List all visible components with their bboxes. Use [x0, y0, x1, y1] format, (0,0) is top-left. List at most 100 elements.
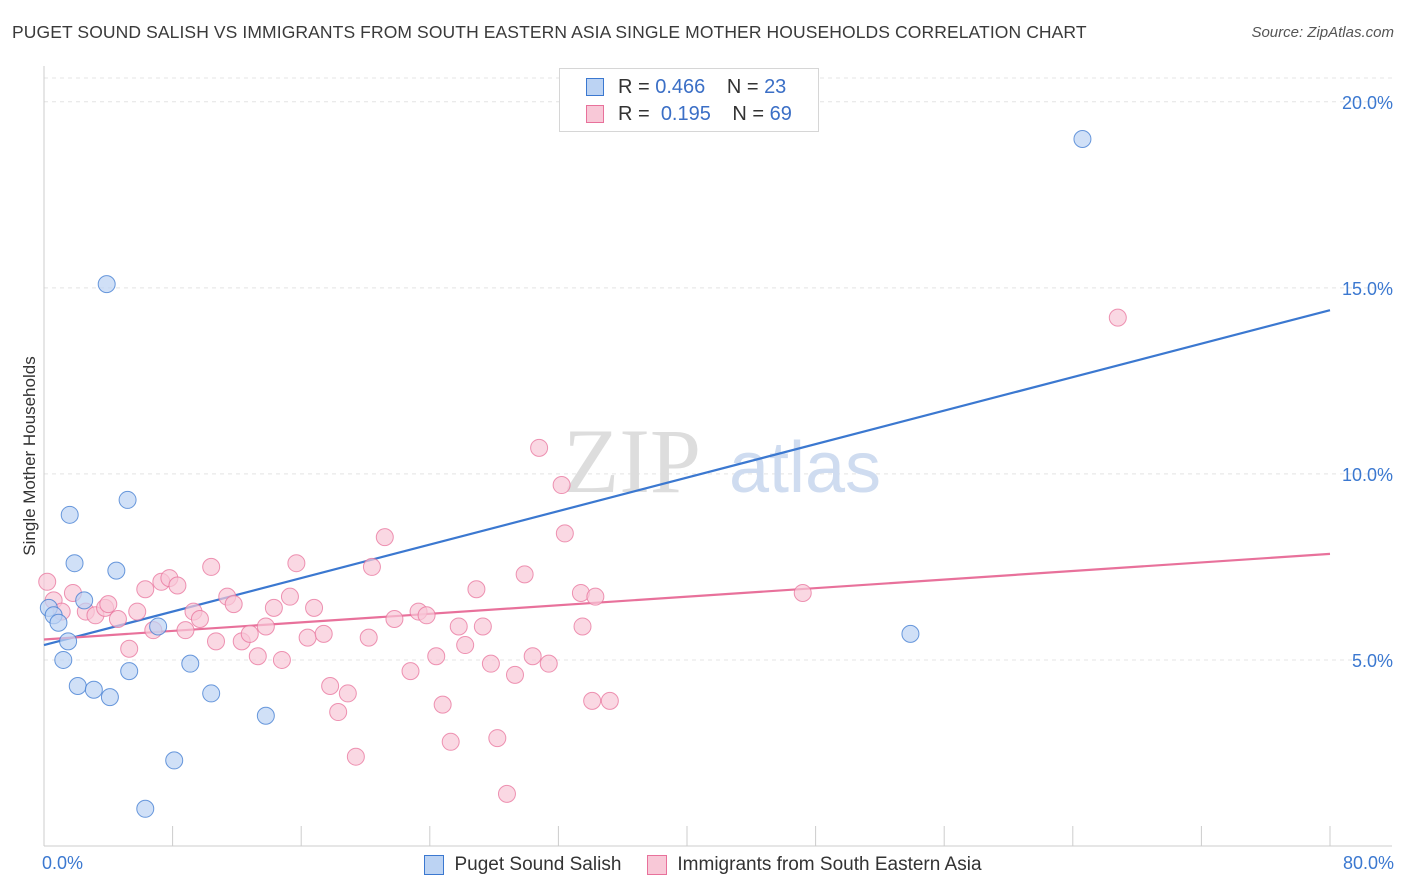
legend-item-immigrants-se-asia: Immigrants from South Eastern Asia: [647, 854, 982, 876]
point-puget-sound-salish: [68, 676, 87, 695]
point-immigrants-se-asia: [523, 647, 542, 666]
point-immigrants-se-asia: [359, 628, 378, 647]
point-immigrants-se-asia: [385, 610, 404, 629]
point-puget-sound-salish: [149, 617, 168, 636]
point-puget-sound-salish: [59, 632, 78, 651]
point-immigrants-se-asia: [287, 554, 306, 573]
axes: [43, 66, 1392, 847]
point-immigrants-se-asia: [583, 691, 602, 710]
point-immigrants-se-asia: [240, 624, 259, 643]
point-puget-sound-salish: [100, 688, 119, 707]
legend-swatch-blue: [424, 855, 445, 875]
point-puget-sound-salish: [60, 505, 79, 524]
point-immigrants-se-asia: [539, 654, 558, 673]
legend-swatch-blue: [586, 78, 604, 96]
point-immigrants-se-asia: [136, 580, 155, 599]
legend-label: Immigrants from South Eastern Asia: [677, 854, 982, 875]
watermark-zip: ZIP: [563, 410, 701, 512]
point-puget-sound-salish: [136, 799, 155, 818]
series-legend: Puget Sound Salish Immigrants from South…: [0, 852, 1406, 878]
point-immigrants-se-asia: [555, 524, 574, 543]
point-immigrants-se-asia: [176, 621, 195, 640]
point-immigrants-se-asia: [108, 610, 127, 629]
legend-n-label: N =: [732, 102, 765, 125]
legend-r-value: 0.466: [655, 75, 706, 98]
point-immigrants-se-asia: [375, 528, 394, 547]
point-puget-sound-salish: [97, 275, 116, 294]
point-immigrants-se-asia: [1108, 308, 1127, 327]
legend-item-puget-sound-salish: Puget Sound Salish: [424, 854, 621, 876]
legend-r-value: 0.195: [660, 102, 711, 125]
point-immigrants-se-asia: [329, 703, 348, 722]
point-immigrants-se-asia: [346, 747, 365, 766]
y-tick-label: 15.0%: [1342, 279, 1393, 299]
trend-line-blue: [43, 309, 1331, 647]
point-immigrants-se-asia: [128, 602, 147, 621]
point-puget-sound-salish: [120, 662, 139, 681]
point-puget-sound-salish: [65, 554, 84, 573]
point-puget-sound-salish: [107, 561, 126, 580]
legend-n-value: 23: [764, 75, 787, 98]
legend-swatch-pink: [586, 105, 604, 123]
point-immigrants-se-asia: [456, 636, 475, 655]
point-puget-sound-salish: [202, 684, 221, 703]
point-immigrants-se-asia: [417, 606, 436, 625]
point-immigrants-se-asia: [793, 583, 812, 602]
point-immigrants-se-asia: [488, 729, 507, 748]
point-immigrants-se-asia: [481, 654, 500, 673]
legend-r-label: R =: [618, 102, 650, 125]
point-immigrants-se-asia: [321, 676, 340, 695]
legend-r-label: R =: [618, 75, 650, 98]
tick-labels: 5.0% 10.0% 15.0% 20.0% 0.0% 80.0%: [42, 93, 1394, 873]
point-puget-sound-salish: [54, 650, 73, 669]
point-immigrants-se-asia: [530, 438, 549, 457]
point-immigrants-se-asia: [190, 610, 209, 629]
point-immigrants-se-asia: [433, 695, 452, 714]
legend-row-pink: R = 0.195 N = 69: [586, 102, 792, 126]
point-immigrants-se-asia: [120, 639, 139, 658]
point-immigrants-se-asia: [552, 476, 571, 495]
point-puget-sound-salish: [181, 654, 200, 673]
y-axis-label: Single Mother Households: [20, 356, 39, 556]
point-puget-sound-salish: [1073, 129, 1092, 148]
point-immigrants-se-asia: [441, 732, 460, 751]
point-immigrants-se-asia: [467, 580, 486, 599]
point-immigrants-se-asia: [256, 617, 275, 636]
legend-row-blue: R = 0.466 N = 23: [586, 75, 786, 99]
point-immigrants-se-asia: [401, 662, 420, 681]
point-puget-sound-salish: [118, 490, 137, 509]
grid-lines: [44, 77, 1392, 661]
point-immigrants-se-asia: [505, 665, 524, 684]
legend-n-value: 69: [769, 102, 792, 125]
point-immigrants-se-asia: [298, 628, 317, 647]
point-immigrants-se-asia: [573, 617, 592, 636]
y-tick-label: 10.0%: [1342, 465, 1393, 485]
point-immigrants-se-asia: [224, 595, 243, 614]
point-immigrants-se-asia: [586, 587, 605, 606]
point-puget-sound-salish: [165, 751, 184, 770]
chart-title: PUGET SOUND SALISH VS IMMIGRANTS FROM SO…: [12, 22, 1087, 42]
point-immigrants-se-asia: [427, 647, 446, 666]
x-tick-label: 0.0%: [42, 853, 83, 873]
stats-legend: R = 0.466 N = 23 R = 0.195 N = 69: [559, 68, 819, 132]
source-label: Source: ZipAtlas.com: [1251, 24, 1394, 41]
watermark: ZIP atlas: [563, 410, 881, 512]
y-tick-label: 20.0%: [1342, 93, 1393, 113]
point-immigrants-se-asia: [362, 557, 381, 576]
point-immigrants-se-asia: [38, 572, 57, 591]
point-immigrants-se-asia: [305, 598, 324, 617]
watermark-atlas: atlas: [729, 428, 881, 508]
point-puget-sound-salish: [49, 613, 68, 632]
point-immigrants-se-asia: [497, 784, 516, 803]
point-immigrants-se-asia: [600, 691, 619, 710]
data-points: [38, 129, 1127, 818]
point-immigrants-se-asia: [202, 557, 221, 576]
point-immigrants-se-asia: [515, 565, 534, 584]
point-immigrants-se-asia: [280, 587, 299, 606]
point-immigrants-se-asia: [248, 647, 267, 666]
point-puget-sound-salish: [256, 706, 275, 725]
point-immigrants-se-asia: [473, 617, 492, 636]
legend-swatch-pink: [647, 855, 668, 875]
point-immigrants-se-asia: [264, 598, 283, 617]
